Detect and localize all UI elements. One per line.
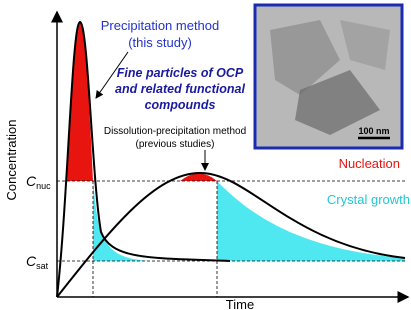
diagram: 100 nm Precipitation method (this study)… <box>0 0 411 310</box>
annotation: (previous studies) <box>136 139 215 150</box>
y-axis-title: Concentration <box>4 120 19 201</box>
annotation: and related functional <box>115 82 245 96</box>
nucleation-label: Nucleation <box>339 156 400 171</box>
c-sat-label: Csat <box>26 253 49 271</box>
c-nuc-label: Cnuc <box>26 173 51 191</box>
growth-label: Crystal growth <box>327 192 410 207</box>
annotation: Precipitation method <box>101 18 220 33</box>
annotation: Dissolution-precipitation method <box>104 126 246 137</box>
x-axis-title: Time <box>226 297 254 310</box>
annotation: compounds <box>145 98 216 112</box>
annotation: Fine particles of OCP <box>117 66 244 80</box>
annotation: (this study) <box>128 35 192 50</box>
scale-bar-label: 100 nm <box>358 126 389 136</box>
